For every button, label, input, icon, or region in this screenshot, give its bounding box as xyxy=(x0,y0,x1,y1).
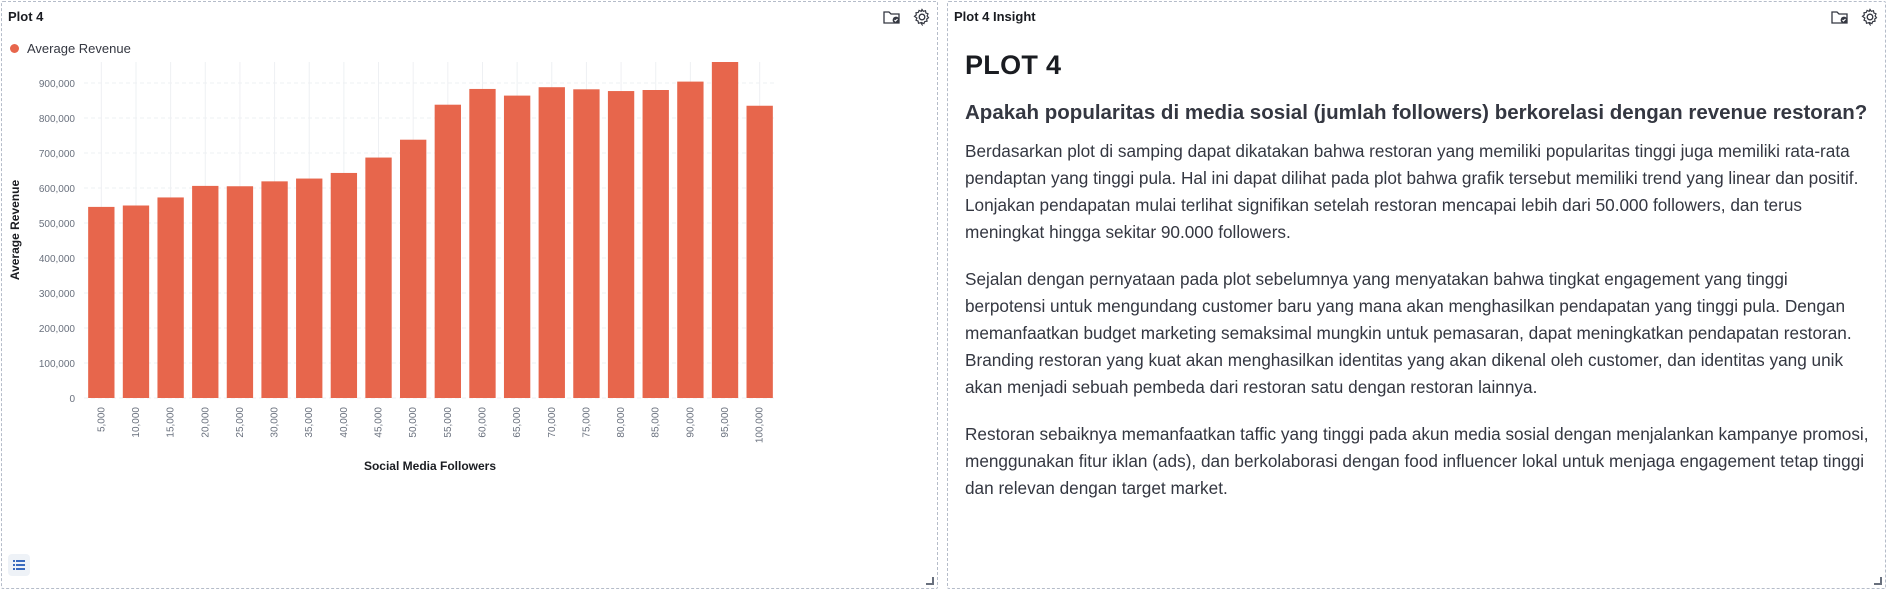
x-tick-label: 20,000 xyxy=(200,407,211,438)
y-tick-label: 0 xyxy=(69,394,75,405)
x-tick-label: 30,000 xyxy=(270,407,281,438)
folder-check-icon[interactable] xyxy=(881,6,903,28)
insight-heading: PLOT 4 xyxy=(965,50,1062,80)
bar xyxy=(365,157,392,398)
x-tick-label: 10,000 xyxy=(131,407,142,438)
x-tick-label: 35,000 xyxy=(304,407,315,438)
x-tick-label: 45,000 xyxy=(374,407,385,438)
x-tick-label: 5,000 xyxy=(96,407,107,432)
y-tick-label: 100,000 xyxy=(39,359,76,370)
gear-icon[interactable] xyxy=(911,6,933,28)
x-tick-label: 70,000 xyxy=(547,407,558,438)
resize-handle[interactable] xyxy=(926,577,934,585)
bar xyxy=(711,62,739,398)
panel-toolbar xyxy=(881,6,933,28)
bar xyxy=(88,206,115,398)
bar xyxy=(503,95,531,398)
bar xyxy=(434,104,461,398)
bar xyxy=(642,90,669,398)
x-tick-label: 60,000 xyxy=(477,407,488,438)
x-tick-label: 15,000 xyxy=(166,407,177,438)
bar-chart: 0 100,000 200,000 300,000 400,000 500,000 600,… xyxy=(8,62,777,473)
bar xyxy=(746,105,773,398)
x-tick-label: 40,000 xyxy=(339,407,350,438)
panel-toolbar xyxy=(1829,6,1881,28)
x-tick-label: 90,000 xyxy=(685,407,696,438)
x-tick-label: 95,000 xyxy=(720,407,731,438)
y-tick-label: 800,000 xyxy=(39,114,76,125)
bar xyxy=(400,139,427,398)
y-tick-label: 300,000 xyxy=(39,289,76,300)
y-tick-label: 200,000 xyxy=(39,324,76,335)
gear-icon[interactable] xyxy=(1859,6,1881,28)
panel-title: Plot 4 xyxy=(8,9,44,24)
bar xyxy=(469,88,496,398)
insight-paragraph: Restoran sebaiknya memanfaatkan taffic y… xyxy=(965,424,1869,498)
bar xyxy=(330,172,358,398)
resize-handle[interactable] xyxy=(1874,577,1882,585)
insight-paragraph: Berdasarkan plot di samping dapat dikata… xyxy=(965,141,1859,242)
chart-legend[interactable]: Average Revenue xyxy=(10,41,131,56)
bar xyxy=(296,178,323,398)
plot-panel: Plot 4 Average Revenue 0 100,000 200,000 30… xyxy=(1,1,938,589)
y-tick-label: 700,000 xyxy=(39,149,76,160)
bar xyxy=(538,87,565,398)
folder-check-icon[interactable] xyxy=(1829,6,1851,28)
x-tick-label: 50,000 xyxy=(408,407,419,438)
bar xyxy=(226,186,254,398)
bar xyxy=(122,205,150,398)
bar xyxy=(677,81,704,398)
legend-swatch xyxy=(10,44,19,53)
x-tick-label: 75,000 xyxy=(581,407,592,438)
x-tick-label: 85,000 xyxy=(651,407,662,438)
x-tick-label: 80,000 xyxy=(616,407,627,438)
bar xyxy=(607,91,635,399)
insight-paragraph: Sejalan dengan pernyataan pada plot sebe… xyxy=(965,269,1852,397)
y-tick-label: 500,000 xyxy=(39,219,76,230)
panel-title: Plot 4 Insight xyxy=(954,9,1036,24)
y-tick-label: 400,000 xyxy=(39,254,76,265)
x-tick-label: 100,000 xyxy=(755,407,766,444)
x-tick-label: 25,000 xyxy=(235,407,246,438)
insight-panel: Plot 4 Insight PLOT 4 Apakah popularitas… xyxy=(947,1,1886,589)
bar xyxy=(573,89,600,399)
insight-content: PLOT 4 Apakah popularitas di media sosia… xyxy=(965,50,1871,522)
y-axis-title: Average Revenue xyxy=(8,180,22,281)
x-axis-title: Social Media Followers xyxy=(364,459,496,473)
list-icon[interactable] xyxy=(8,554,30,576)
y-tick-label: 900,000 xyxy=(39,79,76,90)
insight-question: Apakah popularitas di media sosial (juml… xyxy=(965,101,1868,124)
x-tick-label: 55,000 xyxy=(443,407,454,438)
bar xyxy=(192,185,219,398)
y-tick-label: 600,000 xyxy=(39,184,76,195)
legend-label: Average Revenue xyxy=(27,41,131,56)
x-tick-label: 65,000 xyxy=(512,407,523,438)
bar xyxy=(157,197,184,398)
bar xyxy=(261,181,288,398)
